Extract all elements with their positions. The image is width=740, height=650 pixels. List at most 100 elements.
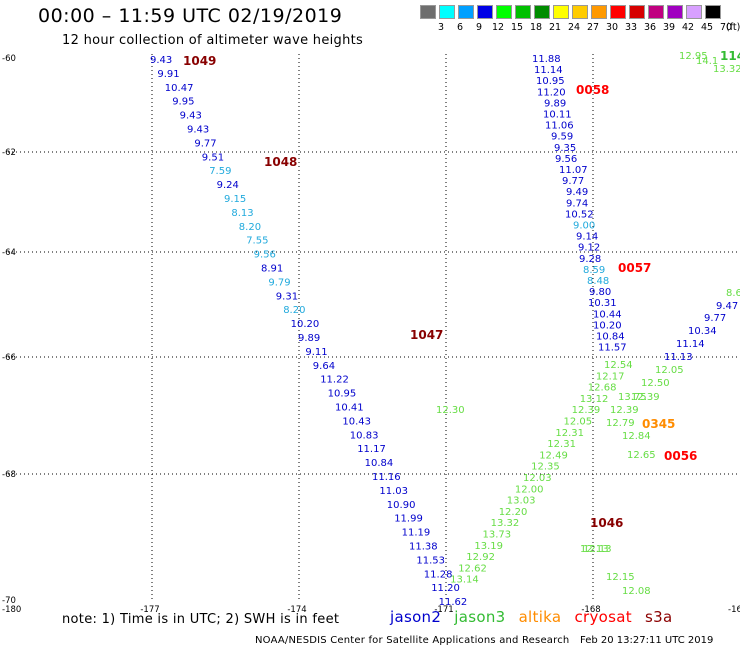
scale-label: 36 <box>643 22 657 33</box>
wave-height-label: 13.32 <box>713 64 740 75</box>
wave-height-label: 10.52 <box>565 209 594 220</box>
wave-height-label: 9.31 <box>276 291 298 302</box>
map-grid <box>8 54 740 600</box>
credit-line: NOAA/NESDIS Center for Satellite Applica… <box>255 635 570 646</box>
scale-label: 42 <box>681 22 695 33</box>
wave-height-label: 9.11 <box>305 347 327 358</box>
wave-height-label: 12.17 <box>596 371 625 382</box>
wave-height-label: 12.15 <box>606 572 635 583</box>
wave-height-label: 11.99 <box>394 514 423 525</box>
wave-height-label: 10.83 <box>350 430 379 441</box>
wave-height-label: 12.31 <box>555 428 584 439</box>
wave-height-label: 8.6 <box>726 288 740 299</box>
legend-s3a: s3a <box>645 608 673 626</box>
wave-height-label: 11.19 <box>402 528 431 539</box>
wave-height-label: 12.50 <box>641 378 670 389</box>
wave-height-label: 9.77 <box>562 176 584 187</box>
map-title: 00:00 – 11:59 UTC 02/19/2019 <box>38 5 343 27</box>
scale-label: 21 <box>548 22 562 33</box>
scale-swatch <box>515 5 531 19</box>
scale-swatch <box>458 5 474 19</box>
pass-number-label: 0057 <box>618 261 651 275</box>
scale-swatch <box>477 5 493 19</box>
satellite-tracks: 9.43 9.91 10.47 9.95 9.43 9.43 9.77 9.51 7.59 9.2… <box>150 51 740 608</box>
legend-cryosat: cryosat <box>574 608 632 626</box>
scale-swatch <box>610 5 626 19</box>
pass-number-label: 0345 <box>642 417 675 431</box>
wave-height-label: 8.20 <box>283 305 305 316</box>
scale-swatch <box>572 5 588 19</box>
wave-height-label: 11.62 <box>439 597 468 608</box>
scale-swatch <box>439 5 455 19</box>
scale-label: 12 <box>491 22 505 33</box>
wave-height-label: 10.84 <box>596 332 625 343</box>
wave-height-label: 7.55 <box>246 236 268 247</box>
wave-height-label: 12.03 <box>523 473 552 484</box>
wave-height-label: 11.16 <box>372 472 401 483</box>
wave-height-label: 13.03 <box>507 496 536 507</box>
wave-height-label: 9.77 <box>194 138 216 149</box>
wave-height-label: 10.34 <box>688 326 717 337</box>
wave-height-label: 12.68 <box>588 383 617 394</box>
wave-height-label: 11.57 <box>598 343 627 354</box>
wave-height-label: 10.20 <box>593 320 622 331</box>
wave-height-label: 13.75 <box>618 392 647 403</box>
scale-label: 9 <box>475 22 483 33</box>
wave-height-label: 10.44 <box>593 309 622 320</box>
legend-jason3: jason3 <box>454 608 506 626</box>
wave-height-label: 12.05 <box>564 417 593 428</box>
wave-height-label: 12.54 <box>604 360 633 371</box>
scale-label: 70 <box>719 22 733 33</box>
wave-height-label: 8.48 <box>587 276 609 287</box>
wave-height-label: 9.59 <box>551 132 573 143</box>
wave-height-label: 12.35 <box>531 462 560 473</box>
scale-label: 15 <box>510 22 524 33</box>
wave-height-label: 11.03 <box>379 486 408 497</box>
wave-height-label: 12.79 <box>606 418 635 429</box>
scale-label: 18 <box>529 22 543 33</box>
scale-label: 33 <box>624 22 638 33</box>
wave-height-label: 9.89 <box>298 333 320 344</box>
wave-height-label: 13.14 <box>450 575 479 586</box>
axis-tick-labels: -60 -62 -64 -66 -68 -70-180 -177 -174 -171 -168 -1… <box>2 54 740 615</box>
wave-height-label: 12.13 <box>583 544 612 555</box>
wave-height-label: 12.39 <box>610 405 639 416</box>
wave-height-label: 11.38 <box>409 542 438 553</box>
wave-height-label: 9.00 <box>573 221 595 232</box>
scale-swatch <box>667 5 683 19</box>
wave-height-label: 11.14 <box>534 65 563 76</box>
scale-swatch <box>420 5 436 19</box>
units-note: note: 1) Time is in UTC; 2) SWH is in fe… <box>62 612 340 627</box>
wave-height-label: 11.53 <box>416 555 445 566</box>
lon-tick-label: -171 <box>434 605 453 615</box>
wave-height-label: 12.62 <box>458 563 487 574</box>
wave-height-label: 10.95 <box>536 76 565 87</box>
scale-swatch <box>496 5 512 19</box>
wave-height-label: 10.20 <box>291 319 320 330</box>
lat-tick-label: -70 <box>2 596 16 606</box>
pass-number-label: 1048 <box>264 155 297 169</box>
lat-tick-label: -62 <box>2 148 16 158</box>
wave-height-label: 7.59 <box>209 166 231 177</box>
scale-unit: (ft) <box>726 22 740 33</box>
wave-height-label: 12.95 <box>679 51 708 62</box>
wave-height-label: 9.77 <box>704 313 726 324</box>
scale-label: 30 <box>605 22 619 33</box>
wave-height-label: 9.56 <box>555 154 577 165</box>
map-subtitle: 12 hour collection of altimeter wave hei… <box>62 33 364 48</box>
scale-swatch <box>534 5 550 19</box>
scale-label: 39 <box>662 22 676 33</box>
scale-swatch <box>686 5 702 19</box>
lat-tick-label: -66 <box>2 353 16 363</box>
wave-height-label: 9.43 <box>187 125 209 136</box>
wave-height-label: 9.64 <box>313 361 335 372</box>
generated-timestamp: Feb 20 13:27:11 UTC 2019 <box>580 635 714 646</box>
wave-height-label: 10.43 <box>342 416 371 427</box>
pass-number-label: 114 <box>720 49 740 63</box>
lon-tick-label: -174 <box>287 605 306 615</box>
wave-height-label: 9.47 <box>716 301 738 312</box>
wave-height-label: 9.56 <box>254 250 276 261</box>
wave-height-label: 12.39 <box>631 392 660 403</box>
wave-height-label: 12.31 <box>547 439 576 450</box>
